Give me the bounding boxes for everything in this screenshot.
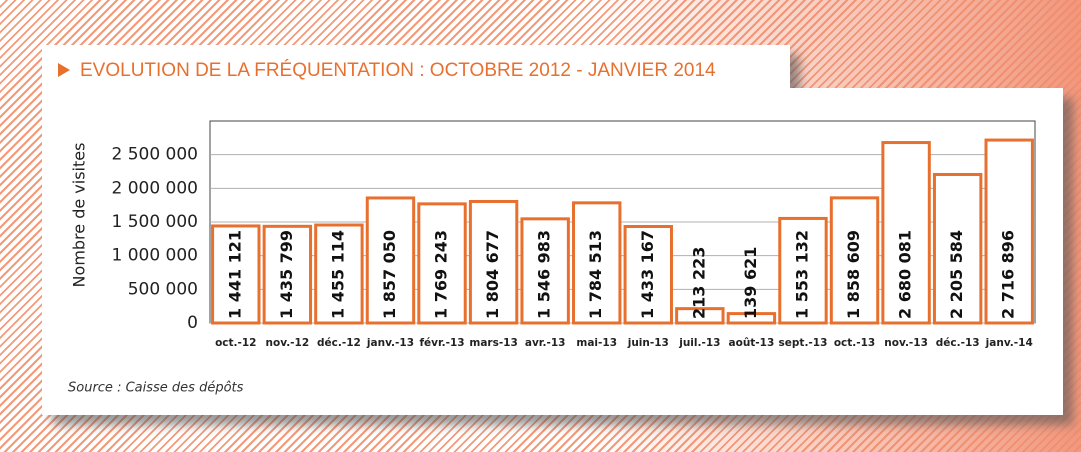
value-label: 1 769 243 — [432, 230, 451, 319]
source: Source : Caisse des dépôts — [68, 381, 244, 396]
y-tick-label: 1 000 000 — [111, 246, 198, 266]
x-tick-label: nov.-12 — [266, 337, 310, 349]
bar — [211, 224, 261, 325]
value-label: 1 804 677 — [483, 230, 502, 319]
value-label: 1 546 983 — [535, 230, 554, 319]
value-label: 213 223 — [689, 247, 708, 319]
bar — [417, 202, 467, 325]
value-label: 139 621 — [741, 247, 760, 319]
x-tick-label: oct.-13 — [834, 337, 875, 349]
x-tick-label: déc.-13 — [936, 337, 980, 349]
x-tick-label: déc.-12 — [317, 337, 361, 349]
value-label: 1 553 132 — [792, 230, 811, 319]
y-axis-label: Nombre de visites — [70, 143, 89, 288]
value-label: 1 455 114 — [328, 230, 347, 319]
y-tick-label: 1 500 000 — [111, 212, 198, 232]
bar — [468, 199, 519, 325]
x-tick-label: oct.-12 — [215, 337, 256, 349]
value-label: 2 716 896 — [999, 230, 1018, 319]
bar — [365, 196, 416, 325]
x-tick-label: août-13 — [729, 337, 775, 349]
y-tick-label: 2 500 000 — [111, 145, 198, 165]
value-label: 1 441 121 — [225, 230, 244, 319]
x-tick-label: nov.-13 — [884, 337, 928, 349]
value-label: 2 680 081 — [896, 230, 915, 319]
x-tick-label: avr.-13 — [525, 337, 566, 349]
y-tick-label: 0 — [187, 313, 198, 333]
value-label: 1 433 167 — [638, 230, 657, 319]
x-tick-label: juin-13 — [627, 337, 669, 349]
bar — [778, 216, 828, 325]
bar — [314, 223, 364, 325]
bar — [932, 172, 983, 325]
bar — [881, 141, 931, 325]
bar — [984, 138, 1034, 325]
chart-title: EVOLUTION DE LA FRÉQUENTATION : OCTOBRE … — [80, 60, 716, 81]
bar — [726, 312, 777, 325]
bar — [623, 225, 673, 325]
title-marker — [58, 63, 70, 77]
x-tick-label: janv.-13 — [366, 337, 414, 349]
x-tick-label: mai-13 — [576, 337, 617, 349]
bar — [675, 307, 725, 325]
x-tick-label: sept.-13 — [779, 337, 828, 349]
bar — [572, 201, 622, 325]
value-label: 2 205 584 — [947, 230, 966, 319]
bar — [262, 224, 313, 325]
value-label: 1 435 799 — [277, 230, 296, 319]
bar — [829, 196, 880, 325]
value-label: 1 857 050 — [380, 230, 399, 319]
value-label: 1 784 513 — [586, 230, 605, 319]
x-tick-label: janv.-14 — [985, 337, 1033, 349]
x-tick-label: févr.-13 — [419, 337, 464, 349]
y-tick-label: 500 000 — [128, 279, 198, 299]
x-tick-label: juil.-13 — [678, 337, 720, 349]
value-label: 1 858 609 — [844, 230, 863, 319]
bar — [520, 217, 570, 325]
y-tick-label: 2 000 000 — [111, 178, 198, 198]
x-tick-label: mars-13 — [469, 337, 517, 349]
